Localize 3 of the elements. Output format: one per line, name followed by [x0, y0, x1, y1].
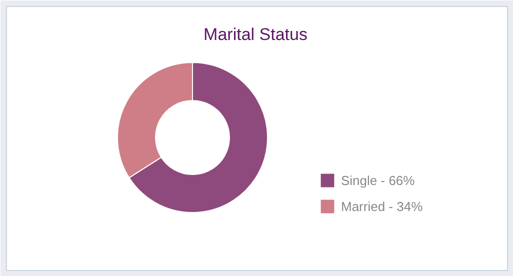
legend-label: Married - 34%	[341, 198, 423, 214]
chart-title: Marital Status	[204, 25, 308, 44]
legend-label: Single - 66%	[341, 172, 415, 188]
